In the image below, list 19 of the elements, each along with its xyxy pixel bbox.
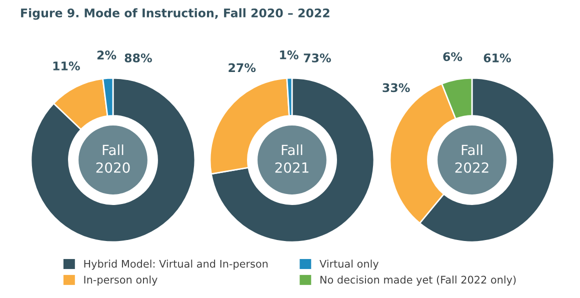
legend-label: No decision made yet (Fall 2022 only) [320,276,516,286]
chart-title: Figure 9. Mode of Instruction, Fall 2020 – 2022 [21,8,330,20]
legend-label: Hybrid Model: Virtual and In-person [84,260,268,270]
data-label: 27% [228,63,256,72]
data-label: 33% [382,83,410,92]
text: Fall 2022 [455,144,488,173]
legend-label: In-person only [84,276,158,286]
data-label: 61% [484,53,511,62]
donut-slice [30,77,196,243]
data-label: 88% [124,53,152,62]
text: Fall 2021 [275,144,308,173]
text: Fall 2020 [96,144,130,173]
legend-label: Virtual only [320,260,379,270]
donut-slice [210,77,375,243]
data-label: 6% [443,52,462,62]
data-label: 1% [280,50,298,60]
data-label: 2% [97,50,116,60]
data-label: 73% [304,53,331,62]
data-label: 11% [53,61,80,70]
